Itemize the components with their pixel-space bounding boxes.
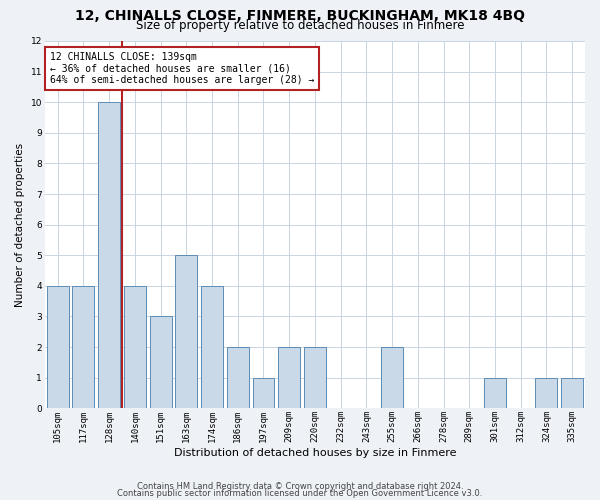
Bar bbox=[561, 378, 583, 408]
Bar bbox=[227, 347, 248, 408]
Y-axis label: Number of detached properties: Number of detached properties bbox=[15, 142, 25, 306]
Bar bbox=[253, 378, 274, 408]
Bar bbox=[484, 378, 506, 408]
Bar bbox=[278, 347, 300, 408]
Bar bbox=[381, 347, 403, 408]
Text: Size of property relative to detached houses in Finmere: Size of property relative to detached ho… bbox=[136, 19, 464, 32]
Bar bbox=[175, 256, 197, 408]
Text: Contains HM Land Registry data © Crown copyright and database right 2024.: Contains HM Land Registry data © Crown c… bbox=[137, 482, 463, 491]
Text: 12, CHINALLS CLOSE, FINMERE, BUCKINGHAM, MK18 4BQ: 12, CHINALLS CLOSE, FINMERE, BUCKINGHAM,… bbox=[75, 9, 525, 23]
Bar bbox=[304, 347, 326, 408]
Bar bbox=[98, 102, 120, 408]
Text: Contains public sector information licensed under the Open Government Licence v3: Contains public sector information licen… bbox=[118, 488, 482, 498]
Bar bbox=[535, 378, 557, 408]
Bar bbox=[201, 286, 223, 408]
Bar bbox=[124, 286, 146, 408]
Bar bbox=[47, 286, 68, 408]
Bar bbox=[73, 286, 94, 408]
Bar bbox=[149, 316, 172, 408]
Text: 12 CHINALLS CLOSE: 139sqm
← 36% of detached houses are smaller (16)
64% of semi-: 12 CHINALLS CLOSE: 139sqm ← 36% of detac… bbox=[50, 52, 314, 85]
X-axis label: Distribution of detached houses by size in Finmere: Distribution of detached houses by size … bbox=[173, 448, 456, 458]
